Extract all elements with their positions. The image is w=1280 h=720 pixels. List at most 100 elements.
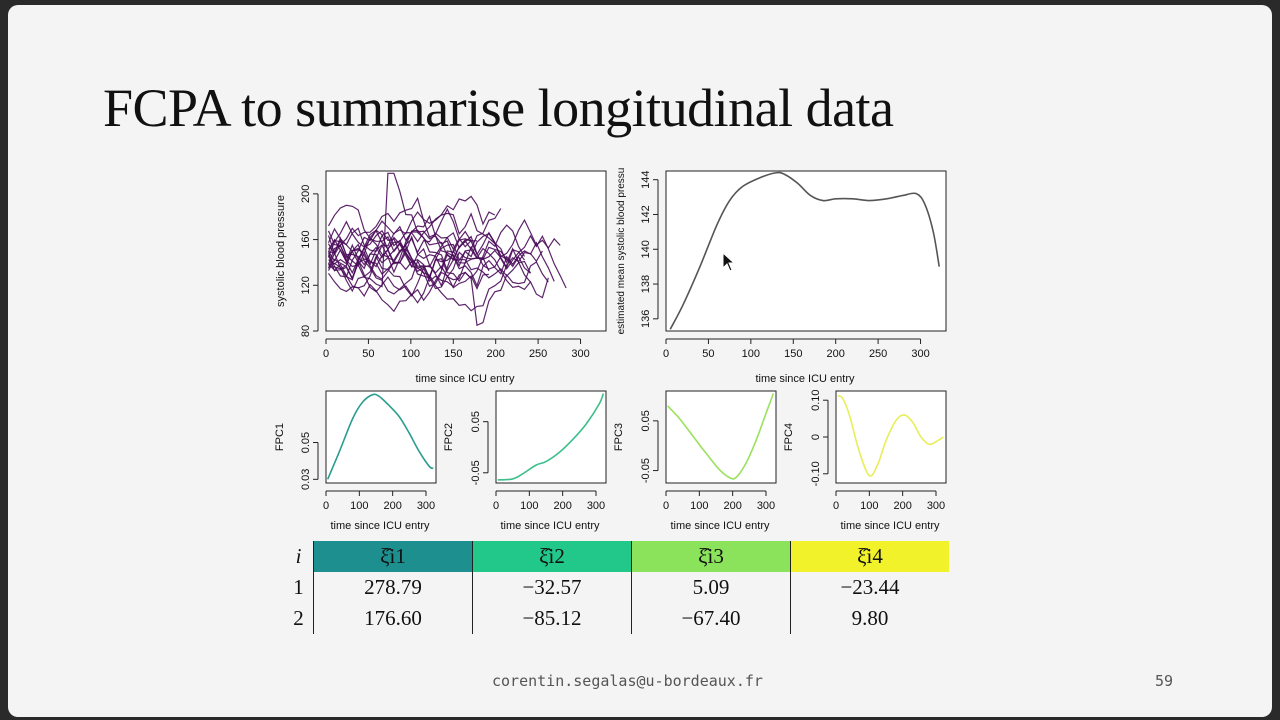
x-axis-label: time since ICU entry [755, 373, 855, 385]
score-header-4: ξ̂i4 [790, 541, 949, 572]
y-tick-label: 0 [810, 434, 822, 440]
x-tick-label: 0 [833, 500, 839, 512]
x-axis-label: time since ICU entry [330, 520, 430, 532]
footer-email: corentin.segalas@u-bordeaux.fr [492, 672, 763, 690]
x-tick-label: 200 [723, 500, 741, 512]
table-header-row: i ξ̂i1 ξ̂i2 ξ̂i3 ξ̂i4 [284, 541, 949, 572]
x-axis-label: time since ICU entry [840, 520, 940, 532]
x-tick-label: 0 [323, 348, 329, 360]
series-line [328, 232, 478, 280]
y-tick-label: 200 [300, 185, 312, 203]
x-tick-label: 200 [893, 500, 911, 512]
x-tick-label: 300 [911, 348, 929, 360]
y-tick-label: 0.10 [810, 389, 822, 410]
x-tick-label: 300 [927, 500, 945, 512]
series-line [328, 249, 490, 313]
x-tick-label: 300 [571, 348, 589, 360]
y-axis-label: FPC3 [613, 423, 625, 451]
y-tick-label: 142 [640, 205, 652, 223]
table-cell: 176.60 [313, 603, 473, 634]
series-line [497, 393, 605, 481]
y-tick-label: -0.05 [470, 460, 482, 485]
series-line [327, 235, 549, 299]
index-header: i [295, 544, 302, 568]
x-tick-label: 200 [383, 500, 401, 512]
x-tick-label: 150 [444, 348, 462, 360]
table-row: 2 176.60 −85.12 −67.40 9.80 [284, 603, 949, 634]
plot-frame [495, 390, 607, 484]
series-line [669, 171, 941, 330]
y-tick-label: -0.05 [640, 458, 652, 483]
x-tick-label: 300 [587, 500, 605, 512]
page-number: 59 [1155, 672, 1174, 690]
row-index: 2 [293, 606, 304, 630]
x-tick-label: 100 [520, 500, 538, 512]
y-tick-label: -0.10 [810, 461, 822, 486]
series-line [327, 218, 561, 302]
x-tick-label: 300 [757, 500, 775, 512]
series-line [327, 243, 543, 312]
y-tick-label: 144 [640, 171, 652, 189]
x-tick-label: 50 [702, 348, 714, 360]
y-axis-label: FPC4 [783, 423, 795, 451]
x-tick-label: 100 [350, 500, 368, 512]
series-line [327, 208, 502, 276]
series-line [327, 196, 472, 256]
series-line [327, 212, 508, 269]
y-tick-label: 0.05 [300, 432, 312, 453]
y-tick-label: 0.05 [640, 410, 652, 431]
score-header-2: ξ̂i2 [472, 541, 632, 572]
x-tick-label: 0 [323, 500, 329, 512]
y-tick-label: 0.05 [470, 411, 482, 432]
x-tick-label: 250 [869, 348, 887, 360]
row-index: 1 [293, 575, 304, 599]
y-tick-label: 80 [300, 325, 312, 337]
x-tick-label: 0 [663, 500, 669, 512]
x-tick-label: 250 [529, 348, 547, 360]
table-cell: −32.57 [472, 572, 632, 603]
y-axis-label: systolic blood pressure [275, 195, 287, 307]
series-line [326, 393, 434, 480]
x-axis-label: time since ICU entry [415, 373, 515, 385]
table-row: 1 278.79 −32.57 5.09 −23.44 [284, 572, 949, 603]
series-line [327, 214, 454, 289]
x-tick-label: 100 [690, 500, 708, 512]
y-tick-label: 120 [300, 276, 312, 294]
x-tick-label: 300 [417, 500, 435, 512]
score-header-3: ξ̂i3 [631, 541, 791, 572]
x-tick-label: 0 [493, 500, 499, 512]
table-cell: 5.09 [631, 572, 791, 603]
series-line [328, 195, 496, 270]
series-line [327, 172, 531, 288]
x-tick-label: 200 [827, 348, 845, 360]
y-axis-label: FPC1 [274, 423, 286, 451]
series-line [667, 393, 775, 480]
y-tick-label: 140 [640, 240, 652, 258]
plot-frame [665, 170, 947, 332]
series-line [837, 395, 944, 477]
series-line [328, 239, 489, 291]
mouse-pointer-icon [722, 252, 736, 272]
x-tick-label: 150 [784, 348, 802, 360]
slide-title: FCPA to summarise longitudinal data [103, 78, 894, 138]
scores-table: i ξ̂i1 ξ̂i2 ξ̂i3 ξ̂i4 1 278.79 −32.57 5.… [284, 541, 949, 634]
x-axis-label: time since ICU entry [670, 520, 770, 532]
y-tick-label: 0.03 [300, 469, 312, 490]
y-tick-label: 136 [640, 310, 652, 328]
plot-frame [665, 390, 777, 484]
x-tick-label: 100 [402, 348, 420, 360]
x-tick-label: 200 [487, 348, 505, 360]
x-tick-label: 200 [553, 500, 571, 512]
table-cell: −23.44 [790, 572, 949, 603]
table-cell: 278.79 [313, 572, 473, 603]
score-header-1: ξ̂i1 [313, 541, 473, 572]
table-cell: 9.80 [790, 603, 949, 634]
series-line [327, 220, 555, 288]
series-line [327, 204, 567, 289]
x-tick-label: 100 [860, 500, 878, 512]
y-tick-label: 138 [640, 275, 652, 293]
table-cell: −67.40 [631, 603, 791, 634]
x-axis-label: time since ICU entry [500, 520, 600, 532]
y-axis-label: estimated mean systolic blood pressu [616, 168, 627, 335]
